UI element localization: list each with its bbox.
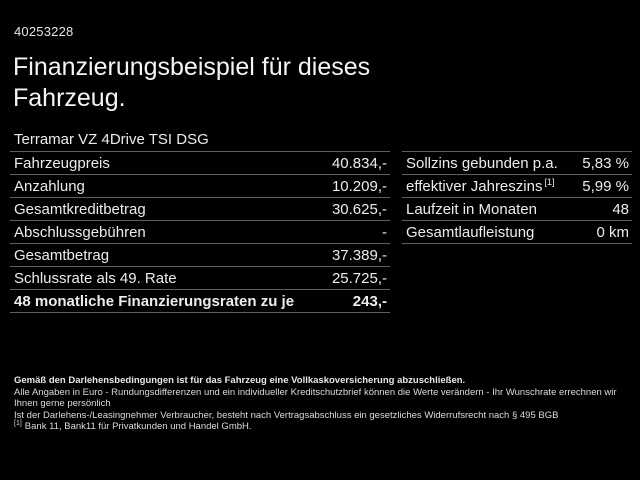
finance-row-label: Anzahlung: [14, 177, 85, 195]
conditions-row-value: 48: [612, 200, 629, 218]
page-title: Finanzierungsbeispiel für dieses Fahrzeu…: [13, 53, 371, 112]
vehicle-model-label: Terramar VZ 4Drive TSI DSG: [14, 131, 209, 148]
withdrawal-right-line: Ist der Darlehens-/Leasingnehmer Verbrau…: [14, 409, 559, 421]
finance-row-label: Schlussrate als 49. Rate: [14, 269, 177, 287]
rounding-disclaimer-line: Alle Angaben in Euro - Rundungsdifferenz…: [14, 386, 617, 410]
conditions-row-label: effektiver Jahreszins [1]: [406, 176, 555, 195]
finance-table-row: Fahrzeugpreis 40.834,-: [10, 151, 390, 174]
finance-row-value: 25.725,-: [331, 269, 387, 287]
finance-row-value: 40.834,-: [331, 154, 387, 172]
finance-table-row: Schlussrate als 49. Rate 25.725,-: [10, 266, 390, 289]
legal-fine-print: Gemäß den Darlehensbedingungen ist für d…: [14, 375, 630, 421]
finance-table-row: Abschlussgebühren -: [10, 220, 390, 243]
conditions-table-row: effektiver Jahreszins [1] 5,99 %: [402, 174, 632, 197]
finance-row-label: Abschlussgebühren: [14, 223, 146, 241]
finance-table-row: Gesamtkreditbetrag 30.625,-: [10, 197, 390, 220]
conditions-row-value: 0 km: [596, 223, 629, 241]
finance-row-value: -: [382, 223, 387, 241]
conditions-row-value: 5,83 %: [582, 154, 629, 172]
conditions-row-value: 5,99 %: [582, 177, 629, 195]
finance-row-label: Gesamtbetrag: [14, 246, 110, 264]
finance-row-value: 30.625,-: [331, 200, 387, 218]
conditions-table-row: Gesamtlaufleistung 0 km: [402, 220, 632, 244]
finance-table-row: Gesamtbetrag 37.389,-: [10, 243, 390, 266]
conditions-table: Sollzins gebunden p.a. 5,83 % effektiver…: [402, 151, 632, 244]
finance-table: Fahrzeugpreis 40.834,- Anzahlung 10.209,…: [10, 151, 390, 313]
insurance-requirement-line: Gemäß den Darlehensbedingungen ist für d…: [14, 375, 466, 386]
finance-row-value: 37.389,-: [331, 246, 387, 264]
finance-row-value: 243,-: [352, 292, 387, 310]
finance-table-row: 48 monatliche Finanzierungsraten zu je 2…: [10, 289, 390, 313]
offer-id: 40253228: [14, 24, 74, 39]
finance-row-label: 48 monatliche Finanzierungsraten zu je: [14, 292, 295, 310]
footnote-marker: [1]: [14, 419, 22, 427]
bank-footnote: [1] Bank 11, Bank11 für Privatkunden und …: [14, 419, 252, 432]
conditions-row-label: Laufzeit in Monaten: [406, 200, 537, 218]
finance-row-value: 10.209,-: [331, 177, 387, 195]
footnote-text: Bank 11, Bank11 für Privatkunden und Han…: [24, 421, 252, 432]
conditions-row-label: Gesamtlaufleistung: [406, 223, 535, 241]
conditions-column: Sollzins gebunden p.a. 5,83 % effektiver…: [402, 151, 632, 244]
finance-row-label: Fahrzeugpreis: [14, 154, 110, 172]
footnote-marker-superscript: [1]: [544, 176, 555, 187]
conditions-table-row: Laufzeit in Monaten 48: [402, 197, 632, 220]
conditions-row-label: Sollzins gebunden p.a.: [406, 154, 558, 172]
finance-row-label: Gesamtkreditbetrag: [14, 200, 146, 218]
finance-column: Terramar VZ 4Drive TSI DSG Fahrzeugpreis…: [10, 128, 390, 313]
finance-table-row: Anzahlung 10.209,-: [10, 174, 390, 197]
conditions-table-row: Sollzins gebunden p.a. 5,83 %: [402, 151, 632, 174]
